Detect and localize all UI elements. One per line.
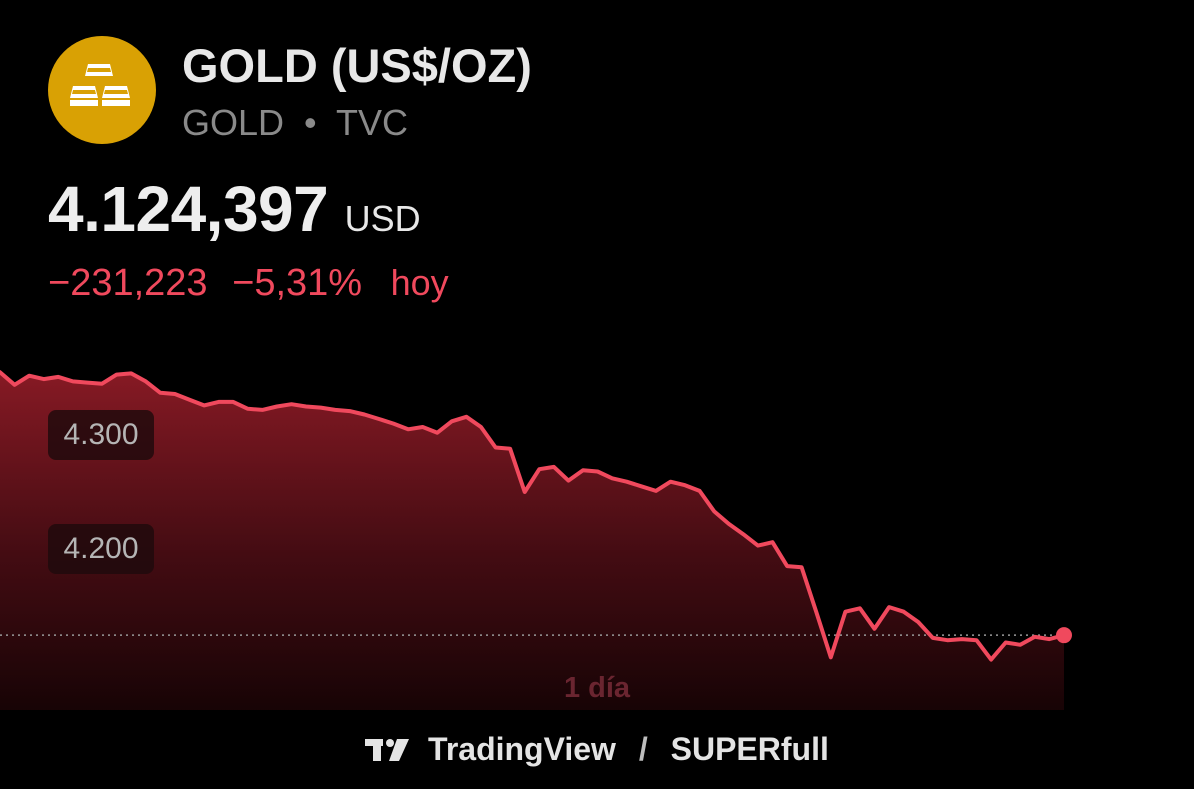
price-block: 4.124,397 USD [48,172,421,246]
chart-point-6 [86,381,90,385]
chart-point-57 [829,655,833,659]
chart-point-72 [1047,637,1051,641]
chart-point-7 [100,382,104,386]
chart-point-27 [392,422,396,426]
chart-point-28 [406,427,410,431]
chart-point-53 [771,540,775,544]
footer-separator: / [638,731,648,767]
chart-point-54 [785,564,789,568]
chart-point-10 [144,379,148,383]
chart-point-21 [304,405,308,409]
chart-point-25 [362,413,366,417]
chart-point-3 [42,377,46,381]
gold-logo [48,36,156,144]
gold-bars-icon [70,64,130,106]
footer-attribution: TradingView / SUPERfull [0,731,1194,768]
tradingview-logo-icon [365,739,410,761]
chart-point-55 [800,565,804,569]
chart-point-50 [727,522,731,526]
chart-point-26 [377,417,381,421]
chart-point-31 [450,419,454,423]
chart-point-58 [843,610,847,614]
partner-brand: SUPERfull [670,731,829,767]
chart-point-59 [858,606,862,610]
chart-point-65 [945,638,949,642]
chart-point-64 [931,636,935,640]
exchange-label: TVC [336,102,409,143]
chart-point-48 [698,489,702,493]
chart-point-2 [27,374,31,378]
chart-point-8 [115,373,119,377]
price-currency: USD [344,198,421,239]
chart-point-62 [902,610,906,614]
chart-point-70 [1018,643,1022,647]
chart-point-71 [1033,635,1037,639]
chart-point-9 [129,371,133,375]
chart-point-16 [231,400,235,404]
chart-point-20 [290,402,294,406]
chart-point-69 [1004,641,1008,645]
chart-point-34 [494,446,498,450]
chart-point-61 [887,605,891,609]
chart-point-29 [421,425,425,429]
chart-point-49 [712,509,716,513]
chart-point-23 [333,408,337,412]
chart-area-fill [0,372,1064,710]
chart-point-51 [741,532,745,536]
chart-point-13 [188,398,192,402]
period-label[interactable]: 1 día [563,672,631,704]
symbol-label: GOLD [182,102,285,143]
chart-point-22 [319,406,323,410]
chart-point-18 [260,408,264,412]
chart-point-37 [537,467,541,471]
chart-point-47 [683,483,687,487]
chart-point-14 [202,403,206,407]
chart-point-44 [639,484,643,488]
last-price-marker [1056,627,1072,644]
chart-point-12 [173,392,177,396]
y-tick-label-4200: 4.200 [48,524,154,574]
chart-point-32 [464,415,468,419]
chart-point-11 [158,391,162,395]
chart-point-38 [552,465,556,469]
instrument-subtitle: GOLD • TVC [182,102,408,144]
chart-point-1 [13,383,17,387]
change-period: hoy [390,262,449,303]
price-value: 4.124,397 [48,173,329,245]
change-block: −231,223 −5,31% hoy [48,262,463,305]
chart-point-24 [348,409,352,413]
chart-point-66 [960,637,964,641]
chart-point-19 [275,405,279,409]
chart-point-52 [756,544,760,548]
chart-point-68 [989,658,993,662]
chart-point-42 [610,476,614,480]
y-tick-label-4300: 4.300 [48,410,154,460]
chart-point-60 [873,627,877,631]
chart-point-43 [625,480,629,484]
chart-point-56 [814,610,818,614]
instrument-title: GOLD (US$/OZ) [182,39,532,92]
chart-point-5 [71,379,75,383]
change-value: −231,223 [48,262,208,304]
chart-point-63 [916,620,920,624]
chart-point-40 [581,468,585,472]
change-percent: −5,31% [232,262,363,304]
chart-point-33 [479,425,483,429]
chart-point-30 [435,431,439,435]
tradingview-brand: TradingView [428,731,616,767]
separator-dot: • [304,102,317,143]
chart-point-46 [669,480,673,484]
chart-point-39 [566,479,570,483]
price-chart[interactable] [0,330,1194,710]
chart-point-15 [217,400,221,404]
chart-point-67 [975,638,979,642]
chart-point-45 [654,489,658,493]
chart-point-17 [246,407,250,411]
chart-point-41 [596,470,600,474]
chart-point-35 [508,447,512,451]
chart-point-4 [56,375,60,379]
chart-point-36 [523,490,527,494]
price-line [0,370,1066,662]
